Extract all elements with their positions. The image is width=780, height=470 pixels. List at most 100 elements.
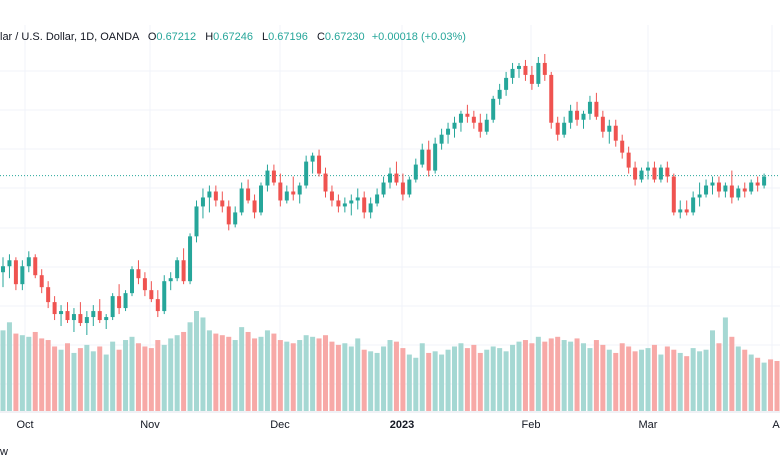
candle-body (110, 296, 115, 318)
volume-bar (323, 335, 328, 411)
candle-body (162, 281, 167, 312)
candle-body (594, 101, 599, 117)
volume-bar (97, 346, 103, 411)
volume-bar (187, 322, 193, 411)
candle-body (433, 143, 438, 171)
volume-bar (432, 351, 438, 411)
candles (1, 53, 767, 335)
volume-bar (639, 349, 645, 411)
candle-body (342, 203, 347, 207)
volume-bar (258, 336, 264, 411)
candle-body (297, 185, 302, 195)
volume-bar (355, 338, 361, 411)
candle-body (542, 62, 547, 75)
candle-body (33, 257, 38, 276)
volume-bar (71, 352, 77, 411)
volume-bar (303, 335, 309, 411)
candle-body (684, 209, 689, 213)
change-value: +0.00018 (+0.03%) (371, 31, 466, 43)
volume-bar (619, 343, 625, 411)
low-value: 0.67196 (268, 31, 308, 43)
candle-body (52, 302, 57, 315)
volume-bar (361, 349, 367, 411)
candle-body (246, 188, 251, 201)
candle-body (375, 194, 380, 204)
candle-body (213, 191, 218, 201)
candle-body (1, 266, 5, 273)
candle-body (104, 317, 109, 321)
volume-bar (671, 349, 677, 411)
volume-bar (510, 344, 516, 411)
candle-body (691, 197, 696, 213)
candle-body (362, 197, 367, 213)
candle-body (729, 185, 734, 198)
candle-body (452, 122, 457, 129)
candle-body (7, 260, 12, 267)
volume-bar (310, 336, 316, 411)
candle-body (749, 182, 754, 192)
candle-body (426, 149, 431, 171)
volume-bar (374, 352, 380, 411)
volume-bar (297, 340, 303, 411)
candle-body (168, 278, 173, 282)
volume-bar (697, 351, 703, 411)
volume-bar (710, 330, 715, 411)
volume-bar (65, 343, 70, 411)
symbol-legend: lar / U.S. Dollar, 1D, OANDA O0.67212 H0… (0, 31, 466, 43)
x-tick-label: Mar (639, 419, 658, 431)
volume-bar (19, 335, 25, 411)
candle-body (233, 212, 238, 225)
candle-body (600, 116, 605, 132)
candle-body (13, 260, 18, 285)
volume-bar (290, 343, 296, 411)
volume-bar (555, 336, 561, 411)
volume-bar (277, 340, 283, 411)
open-key: O (147, 31, 157, 43)
candle-body (504, 77, 509, 90)
volume-bar (219, 335, 225, 411)
candle-body (710, 182, 715, 186)
volume-bar (593, 340, 599, 411)
volume-bar (445, 349, 451, 411)
volume-bar (161, 344, 167, 411)
volume-bar (613, 352, 619, 411)
volume-bar (426, 352, 432, 411)
volume-bar (497, 348, 503, 411)
volume-bar (645, 348, 651, 411)
volume-bar (103, 354, 109, 411)
volume-bar (316, 338, 322, 411)
candle-body (465, 113, 470, 117)
volume-bar (213, 333, 219, 411)
candle-body (220, 200, 225, 207)
volume-bar (748, 354, 754, 411)
candle-body (130, 269, 134, 294)
volume-bar (84, 344, 90, 411)
high-key: H (205, 31, 214, 43)
volume-bar (722, 317, 728, 411)
volume-bar (658, 354, 664, 411)
x-tick-label: Dec (270, 419, 290, 431)
candle-body (46, 287, 51, 303)
x-tick-label: Feb (522, 419, 541, 431)
volume-bar (729, 336, 735, 411)
candle-body (665, 167, 670, 177)
candle-body (26, 257, 31, 267)
volume-bar (606, 349, 612, 411)
candle-body (484, 119, 489, 132)
volume-bar (755, 357, 761, 411)
candle-body (355, 197, 360, 201)
x-tick-label: Nov (140, 419, 160, 431)
x-tick-label: 2023 (390, 419, 414, 431)
candle-body (123, 293, 128, 309)
volume-bar (529, 343, 535, 411)
volume-bar (387, 340, 393, 411)
candle-body (381, 182, 386, 195)
volume-bar (39, 338, 45, 411)
candle-body (310, 155, 315, 162)
volume-bar (58, 349, 64, 411)
candle-body (265, 170, 270, 186)
candle-body (349, 200, 354, 204)
candle-body (252, 200, 257, 213)
candle-body (723, 185, 728, 192)
volume-bar (135, 343, 141, 411)
